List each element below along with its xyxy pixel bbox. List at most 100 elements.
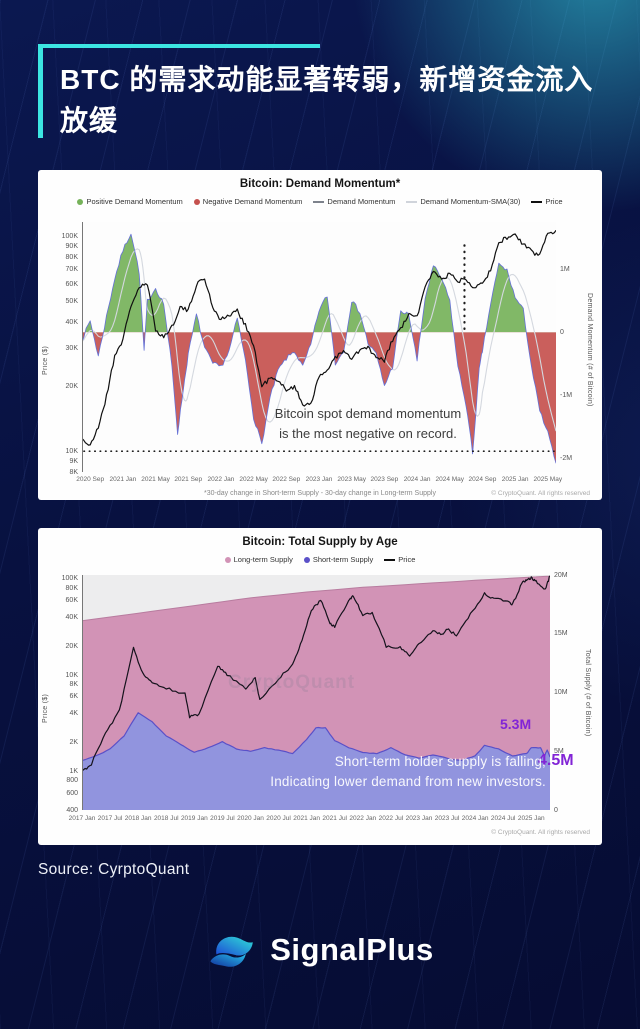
axis-tick-label: 5M [554,747,564,755]
axis-tick-label: 600 [66,789,78,797]
chart2-watermark: CryptoQuant [228,672,356,693]
legend-line-marker [406,200,418,203]
axis-tick-label: 20K [65,642,78,650]
chart1-legend: Positive Demand Momentum Negative Demand … [38,197,602,206]
chart1-footnote: *30-day change in Short-term Supply - 30… [204,490,436,497]
axis-tick-label: 20K [65,383,78,391]
axis-tick-label: 20M [554,571,568,579]
axis-tick-label: 4K [69,710,78,718]
axis-tick-label: 2022 Jan [349,815,377,822]
axis-tick-label: 2025 Jan [501,476,529,483]
chart2-peak-callout: 5.3M [500,716,532,732]
chart1-plot [82,222,556,472]
axis-tick-label: 2022 Jul [378,815,404,822]
axis-tick-label: 2023 Jan [405,815,433,822]
legend-item: Demand Momentum [313,197,395,206]
chart1-annotation-line1: Bitcoin spot demand momentum [274,406,462,421]
axis-tick-label: 400 [66,806,78,814]
chart2-plot [82,575,550,810]
axis-tick-label: 2017 Jan [68,815,96,822]
axis-tick-label: 2024 Sep [468,476,497,483]
total-supply-chart-card: Bitcoin: Total Supply by Age Long-term S… [38,528,602,845]
axis-tick-label: 2K [69,739,78,747]
axis-tick-label: 70K [65,266,78,274]
axis-tick-label: 10K [65,671,78,679]
axis-tick-label: 40K [65,318,78,326]
legend-dot-marker [77,198,84,205]
page-title: BTC 的需求动能显著转弱，新增资金流入放缓 [60,64,594,136]
chart1-right-axis-title: Demand Momentum (# of Bitcoin) [586,293,593,407]
legend-item: Negative Demand Momentum [193,197,303,206]
axis-tick-label: 6K [69,693,78,701]
legend-item: Long-term Supply [224,555,293,564]
axis-tick-label: 2017 Jul [97,815,123,822]
chart2-annotation: Short-term holder supply is falling, Ind… [168,752,546,791]
axis-tick-label: 2022 May [239,476,268,483]
legend-line-marker [313,200,325,203]
chart1-title: Bitcoin: Demand Momentum* [239,178,401,190]
chart2-right-axis-title: Total Supply (# of Bitcoin) [584,649,591,737]
legend-dot-marker [193,198,200,205]
axis-tick-label: 100K [61,575,78,583]
legend-item: Price [384,555,415,564]
axis-tick-label: 2021 Jan [293,815,320,822]
axis-tick-label: 2024 Jan [403,476,431,483]
legend-item: Positive Demand Momentum [77,197,183,206]
axis-tick-label: 2021 May [141,476,170,483]
chart2-annotation-line2: Indicating lower demand from new investo… [270,773,546,789]
legend-label: Price [398,555,416,564]
axis-tick-label: 2018 Jul [153,815,179,822]
axis-tick-label: 2024 May [435,476,465,483]
chart2-annotation-line1: Short-term holder supply is falling, [334,754,546,769]
axis-tick-label: 2020 Jul [266,815,291,822]
axis-tick-label: 60K [65,280,78,288]
axis-tick-label: 2025 May [533,476,563,483]
chart1-right-axis-ticks: 1M 0 -1M -2M [560,222,590,472]
chart1-left-axis-ticks: 100K 90K 80K 70K 60K 50K 40K 30K 20K 10K 9K 8K [38,222,78,475]
axis-tick-label: 40K [65,613,78,621]
legend-label: Demand Momentum [327,197,396,206]
legend-item: Demand Momentum-SMA(30) [406,197,520,206]
axis-tick-label: 2025 Jan [517,815,545,822]
axis-tick-label: 90K [65,242,78,250]
brand-logo: SignalPlus [0,928,640,972]
axis-tick-label: 9K [69,457,78,465]
axis-tick-label: 0 [554,806,558,814]
axis-tick-label: 1M [560,265,570,273]
axis-tick-label: 2024 Jul [490,815,516,822]
axis-tick-label: 2020 Sep [76,476,105,483]
axis-tick-label: 2023 Jul [434,815,460,822]
axis-tick-label: 2023 May [337,476,366,483]
chart2-legend: Long-term Supply Short-term Supply Price [38,555,602,564]
demand-momentum-chart-card: Bitcoin: Demand Momentum* Positive Deman… [38,170,602,500]
axis-tick-label: 2018 Jan [124,815,152,822]
source-text: Source: CyrptoQuant [38,861,190,878]
chart2-title: Bitcoin: Total Supply by Age [242,536,398,548]
legend-item: Short-term Supply [303,555,373,564]
chart2-copyright: © CryptoQuant. All rights reserved [491,829,590,836]
axis-tick-label: -2M [560,454,573,462]
brand-name: SignalPlus [270,932,434,967]
legend-label: Price [545,197,563,206]
axis-tick-label: 100K [61,233,78,241]
legend-label: Positive Demand Momentum [86,197,183,206]
legend-item: Price [531,197,563,206]
axis-tick-label: 8K [69,681,78,689]
axis-tick-label: 10K [65,447,78,455]
chart1-annotation-line2: is the most negative on record. [279,425,457,441]
axis-tick-label: -1M [560,391,573,399]
axis-tick-label: 2021 Jul [322,815,348,822]
chart1-copyright: © CryptoQuant. All rights reserved [491,490,590,497]
axis-tick-label: 15M [554,630,568,638]
legend-dot-marker [224,556,231,563]
chart2-left-axis-ticks: 100K 80K 60K 40K 20K 10K 8K 6K 4K 2K 1K 800 600 400 [38,575,78,813]
legend-label: Negative Demand Momentum [202,197,303,206]
axis-tick-label: 800 [66,777,78,785]
chart1-annotation: Bitcoin spot demand momentum is the most… [208,404,528,443]
legend-label: Long-term Supply [233,555,293,564]
chart1-x-axis-ticks: 2020 Sep 2021 Jan 2021 May 2021 Sep 2022 Jan… [76,476,562,486]
legend-line-marker [531,200,543,203]
legend-label: Demand Momentum-SMA(30) [420,197,521,206]
axis-tick-label: 2022 Sep [272,476,301,483]
